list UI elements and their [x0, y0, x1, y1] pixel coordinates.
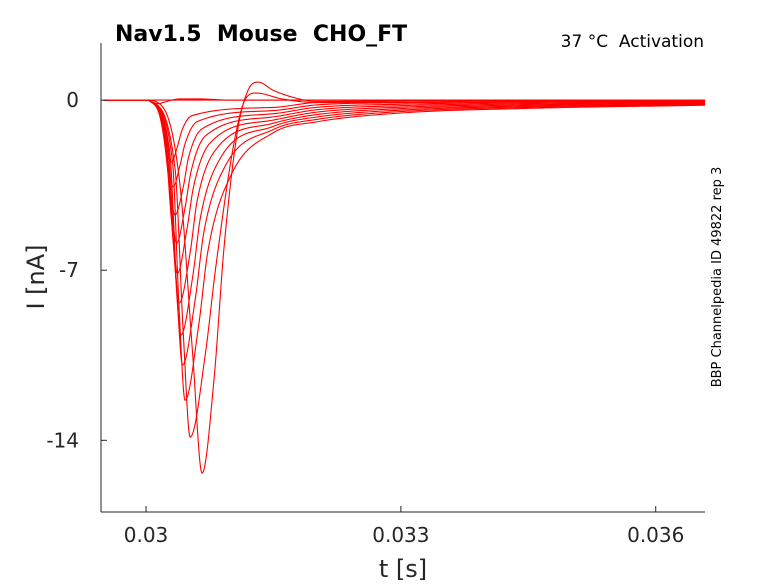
series-line-3	[103, 99, 705, 216]
series-line-10	[103, 92, 705, 438]
y-tick-label: 0	[66, 88, 79, 112]
series-line-9	[103, 99, 705, 401]
y-tick-label: -14	[46, 428, 79, 452]
series-line-5	[103, 99, 705, 274]
tick-layer: 0.03 0.033 0.036 0 -7 -14	[46, 88, 684, 547]
series-line-7	[103, 99, 705, 336]
x-tick-label: 0.036	[627, 523, 684, 547]
series-layer	[103, 81, 705, 474]
y-tick-label: -7	[59, 258, 79, 282]
x-tick-label: 0.033	[372, 523, 429, 547]
y-axis-label: I [nA]	[22, 244, 50, 309]
chart-title: Nav1.5 Mouse CHO_FT	[115, 22, 407, 47]
x-axis-label: t [s]	[379, 555, 427, 583]
series-line-6	[103, 99, 705, 304]
x-tick-label: 0.03	[124, 523, 169, 547]
chart-subtitle: 37 °C Activation	[561, 32, 704, 52]
source-label: BBP Channelpedia ID 49822 rep 3	[710, 167, 725, 388]
